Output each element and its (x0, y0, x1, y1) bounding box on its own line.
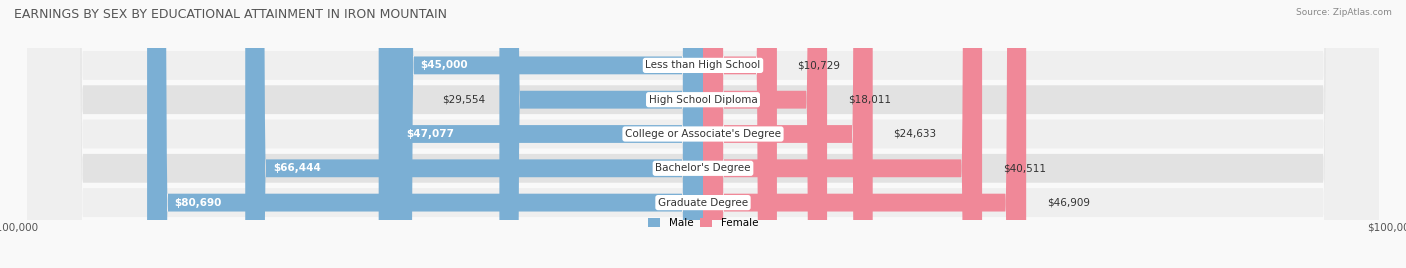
Text: $47,077: $47,077 (406, 129, 454, 139)
FancyBboxPatch shape (703, 0, 827, 268)
FancyBboxPatch shape (703, 0, 873, 268)
Text: $18,011: $18,011 (848, 95, 891, 105)
FancyBboxPatch shape (499, 0, 703, 268)
FancyBboxPatch shape (28, 0, 1378, 268)
Text: $45,000: $45,000 (420, 60, 468, 70)
Text: Graduate Degree: Graduate Degree (658, 198, 748, 208)
FancyBboxPatch shape (28, 0, 1378, 268)
Text: $46,909: $46,909 (1047, 198, 1090, 208)
FancyBboxPatch shape (148, 0, 703, 268)
FancyBboxPatch shape (703, 0, 983, 268)
FancyBboxPatch shape (703, 0, 1026, 268)
FancyBboxPatch shape (28, 0, 1378, 268)
Text: EARNINGS BY SEX BY EDUCATIONAL ATTAINMENT IN IRON MOUNTAIN: EARNINGS BY SEX BY EDUCATIONAL ATTAINMEN… (14, 8, 447, 21)
FancyBboxPatch shape (378, 0, 703, 268)
Text: $40,511: $40,511 (1002, 163, 1046, 173)
FancyBboxPatch shape (703, 0, 778, 268)
FancyBboxPatch shape (392, 0, 703, 268)
Text: $24,633: $24,633 (893, 129, 936, 139)
Text: High School Diploma: High School Diploma (648, 95, 758, 105)
Text: College or Associate's Degree: College or Associate's Degree (626, 129, 780, 139)
Text: Less than High School: Less than High School (645, 60, 761, 70)
Text: $29,554: $29,554 (443, 95, 485, 105)
Text: Source: ZipAtlas.com: Source: ZipAtlas.com (1296, 8, 1392, 17)
FancyBboxPatch shape (28, 0, 1378, 268)
Legend: Male, Female: Male, Female (648, 218, 758, 228)
FancyBboxPatch shape (245, 0, 703, 268)
Text: Bachelor's Degree: Bachelor's Degree (655, 163, 751, 173)
Text: $10,729: $10,729 (797, 60, 841, 70)
FancyBboxPatch shape (28, 0, 1378, 268)
Text: $80,690: $80,690 (174, 198, 222, 208)
Text: $66,444: $66,444 (273, 163, 321, 173)
